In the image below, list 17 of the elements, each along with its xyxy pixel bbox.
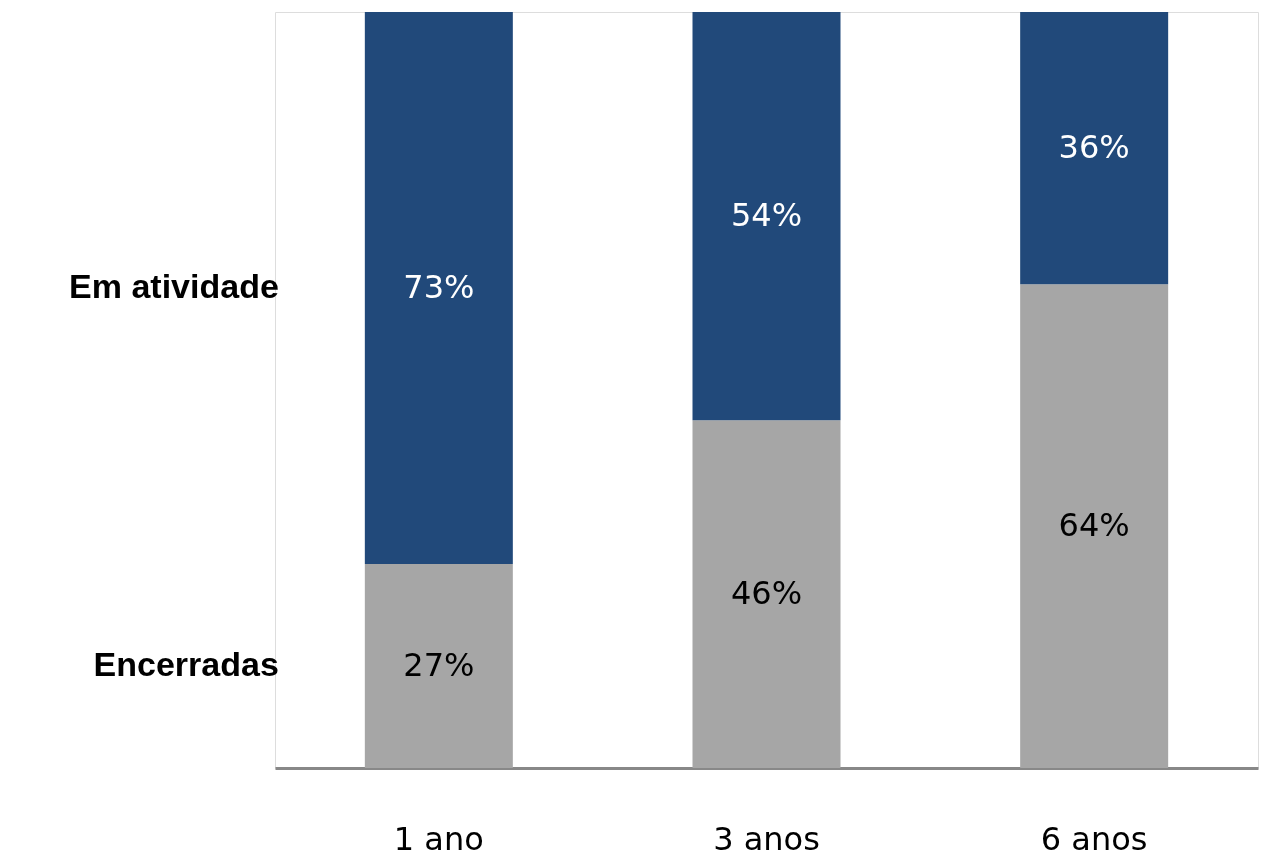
x-tick-label: 6 anos	[1040, 819, 1148, 858]
bar	[1020, 284, 1169, 768]
x-tick-label: 1 ano	[393, 819, 484, 858]
bar	[1020, 12, 1169, 285]
bar	[692, 420, 841, 768]
data-label: 46%	[730, 574, 803, 613]
data-label: 73%	[403, 267, 475, 306]
data-label: 54%	[730, 196, 803, 235]
bar	[364, 12, 513, 564]
bar	[692, 12, 841, 421]
x-tick-label: 3 anos	[713, 819, 820, 858]
data-label: 36%	[1058, 128, 1130, 167]
data-label: 64%	[1058, 506, 1130, 545]
bar	[364, 563, 513, 768]
data-label: 27%	[403, 645, 475, 684]
text: Em atividade	[69, 266, 279, 305]
text: Encerradas	[93, 644, 279, 683]
